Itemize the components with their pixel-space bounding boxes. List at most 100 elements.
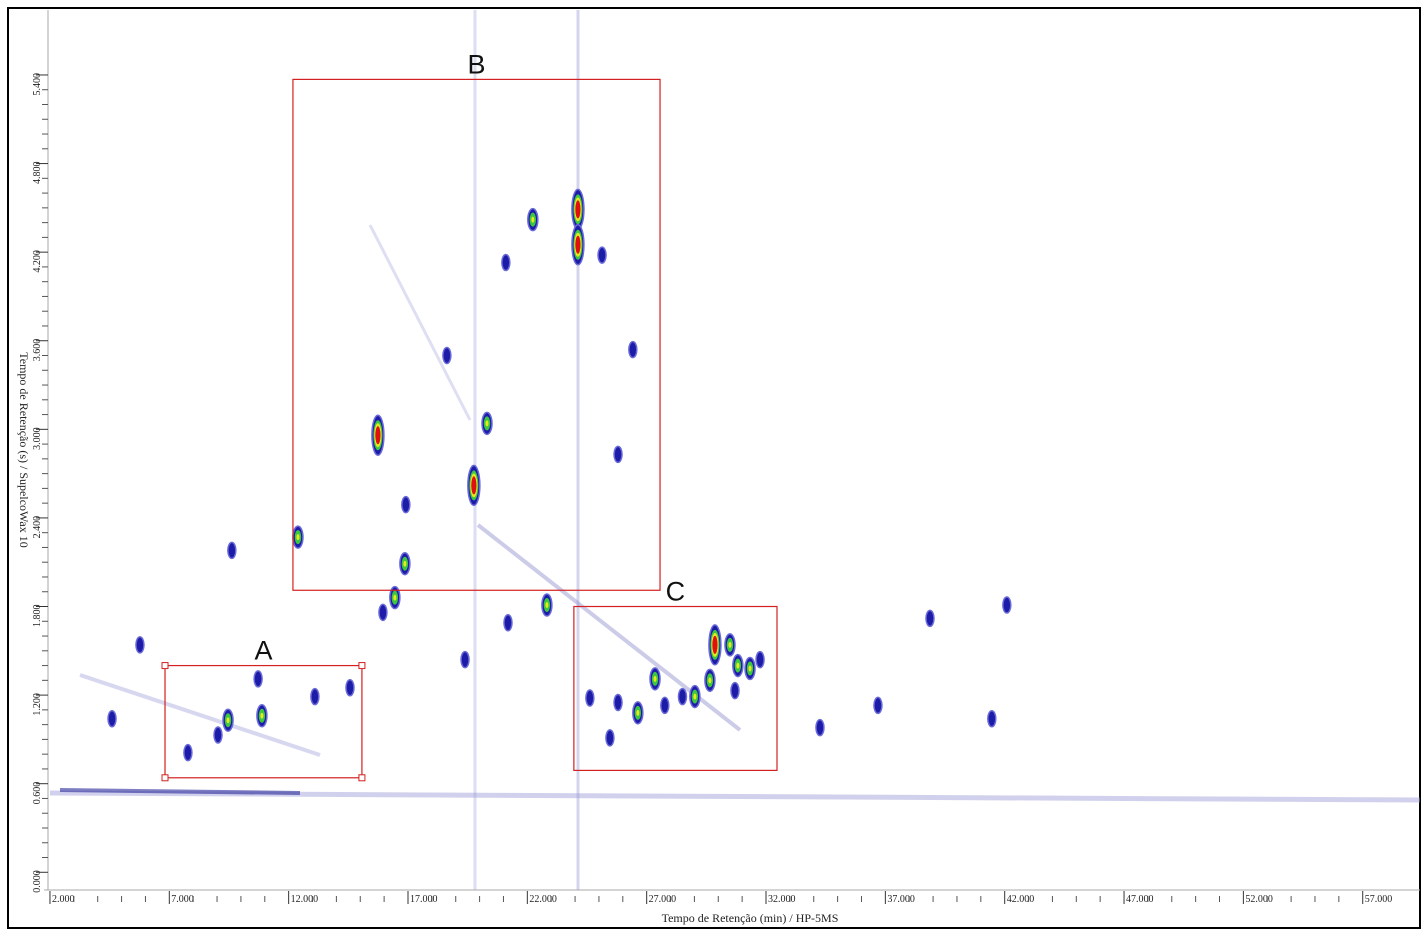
peak [606,730,614,746]
y-tick-label: 2.400 [32,516,43,539]
peak-outline [756,652,764,668]
peak [678,689,686,705]
x-tick-label: 52.000 [1245,894,1273,905]
peak [614,446,622,462]
selection-handle [162,775,168,781]
selection-handle [359,663,365,669]
peak [614,694,622,710]
y-tick-label: 5.400 [32,73,43,96]
peak [572,189,584,229]
peak [650,668,660,690]
peak-outline [254,671,262,687]
peak-outline [379,604,387,620]
peak [733,655,743,677]
x-tick-label: 32.000 [768,894,796,905]
peak-outline [629,342,637,358]
peak [504,615,512,631]
peak-outline [108,711,116,727]
peak-outline [874,697,882,713]
peak-outline [228,542,236,558]
y-tick-label: 1.200 [32,693,43,716]
peak-outline [443,348,451,364]
peak-outline [816,720,824,736]
peak [756,652,764,668]
x-tick-label: 42.000 [1007,894,1035,905]
peak [461,652,469,668]
peak [598,247,606,263]
x-tick-label: 47.000 [1126,894,1154,905]
peak [528,209,538,231]
peak [372,415,384,455]
peak-outline [184,745,192,761]
peak [586,690,594,706]
peak-core [260,713,263,719]
x-tick-label: 12.000 [291,894,319,905]
peak-core [728,642,731,648]
peak-outline [926,610,934,626]
peak [400,553,410,575]
peak [629,342,637,358]
peak [254,671,262,687]
peak [709,625,721,665]
peak-core [654,676,657,682]
peak-outline [678,689,686,705]
x-tick-label: 22.000 [529,894,557,905]
y-tick-label: 3.000 [32,427,43,450]
peak [745,658,755,680]
peak [346,680,354,696]
peak [661,697,669,713]
peak [136,637,144,653]
selection-handle [359,775,365,781]
peak-core [471,476,476,494]
peak-outline [598,247,606,263]
peak-core [708,677,711,683]
peak [926,610,934,626]
peak-core [545,602,548,608]
peak [725,634,735,656]
peak-outline [661,697,669,713]
peak-core [636,710,639,716]
peak-outline [988,711,996,727]
peak [705,669,715,691]
peak [228,542,236,558]
selection-handle [162,663,168,669]
y-tick-label: 0.600 [32,782,43,805]
y-axis-title: Tempo de Retenção (s) / SupelcoWax 10 [17,352,31,547]
peak [988,711,996,727]
peak-core [736,663,739,669]
x-tick-label: 17.000 [410,894,438,905]
peak-core [693,694,696,700]
peak-outline [214,727,222,743]
peak-outline [614,694,622,710]
peak [482,412,492,434]
peak-core [749,666,752,672]
peak [731,683,739,699]
peak [542,594,552,616]
peak-outline [402,497,410,513]
peak-core [485,420,488,426]
peak-core [296,534,299,540]
peak-core [575,236,580,254]
peak-outline [504,615,512,631]
peak-outline [731,683,739,699]
peak [572,225,584,265]
peak-outline [614,446,622,462]
peak [223,709,233,731]
region-label: A [254,636,272,666]
x-tick-label: 57.000 [1365,894,1393,905]
x-tick-label: 27.000 [649,894,677,905]
peak-outline [586,690,594,706]
x-tick-label: 7.000 [171,894,194,905]
peak [633,702,643,724]
peak-outline [136,637,144,653]
y-tick-label: 4.800 [32,162,43,185]
peak-core [393,595,396,601]
peak-core [712,636,717,654]
y-tick-label: 4.200 [32,250,43,273]
peak [874,697,882,713]
peak [184,745,192,761]
peak [468,465,480,505]
peak-core [403,561,406,567]
x-tick-label: 2.000 [52,894,75,905]
peak-core [575,200,580,218]
